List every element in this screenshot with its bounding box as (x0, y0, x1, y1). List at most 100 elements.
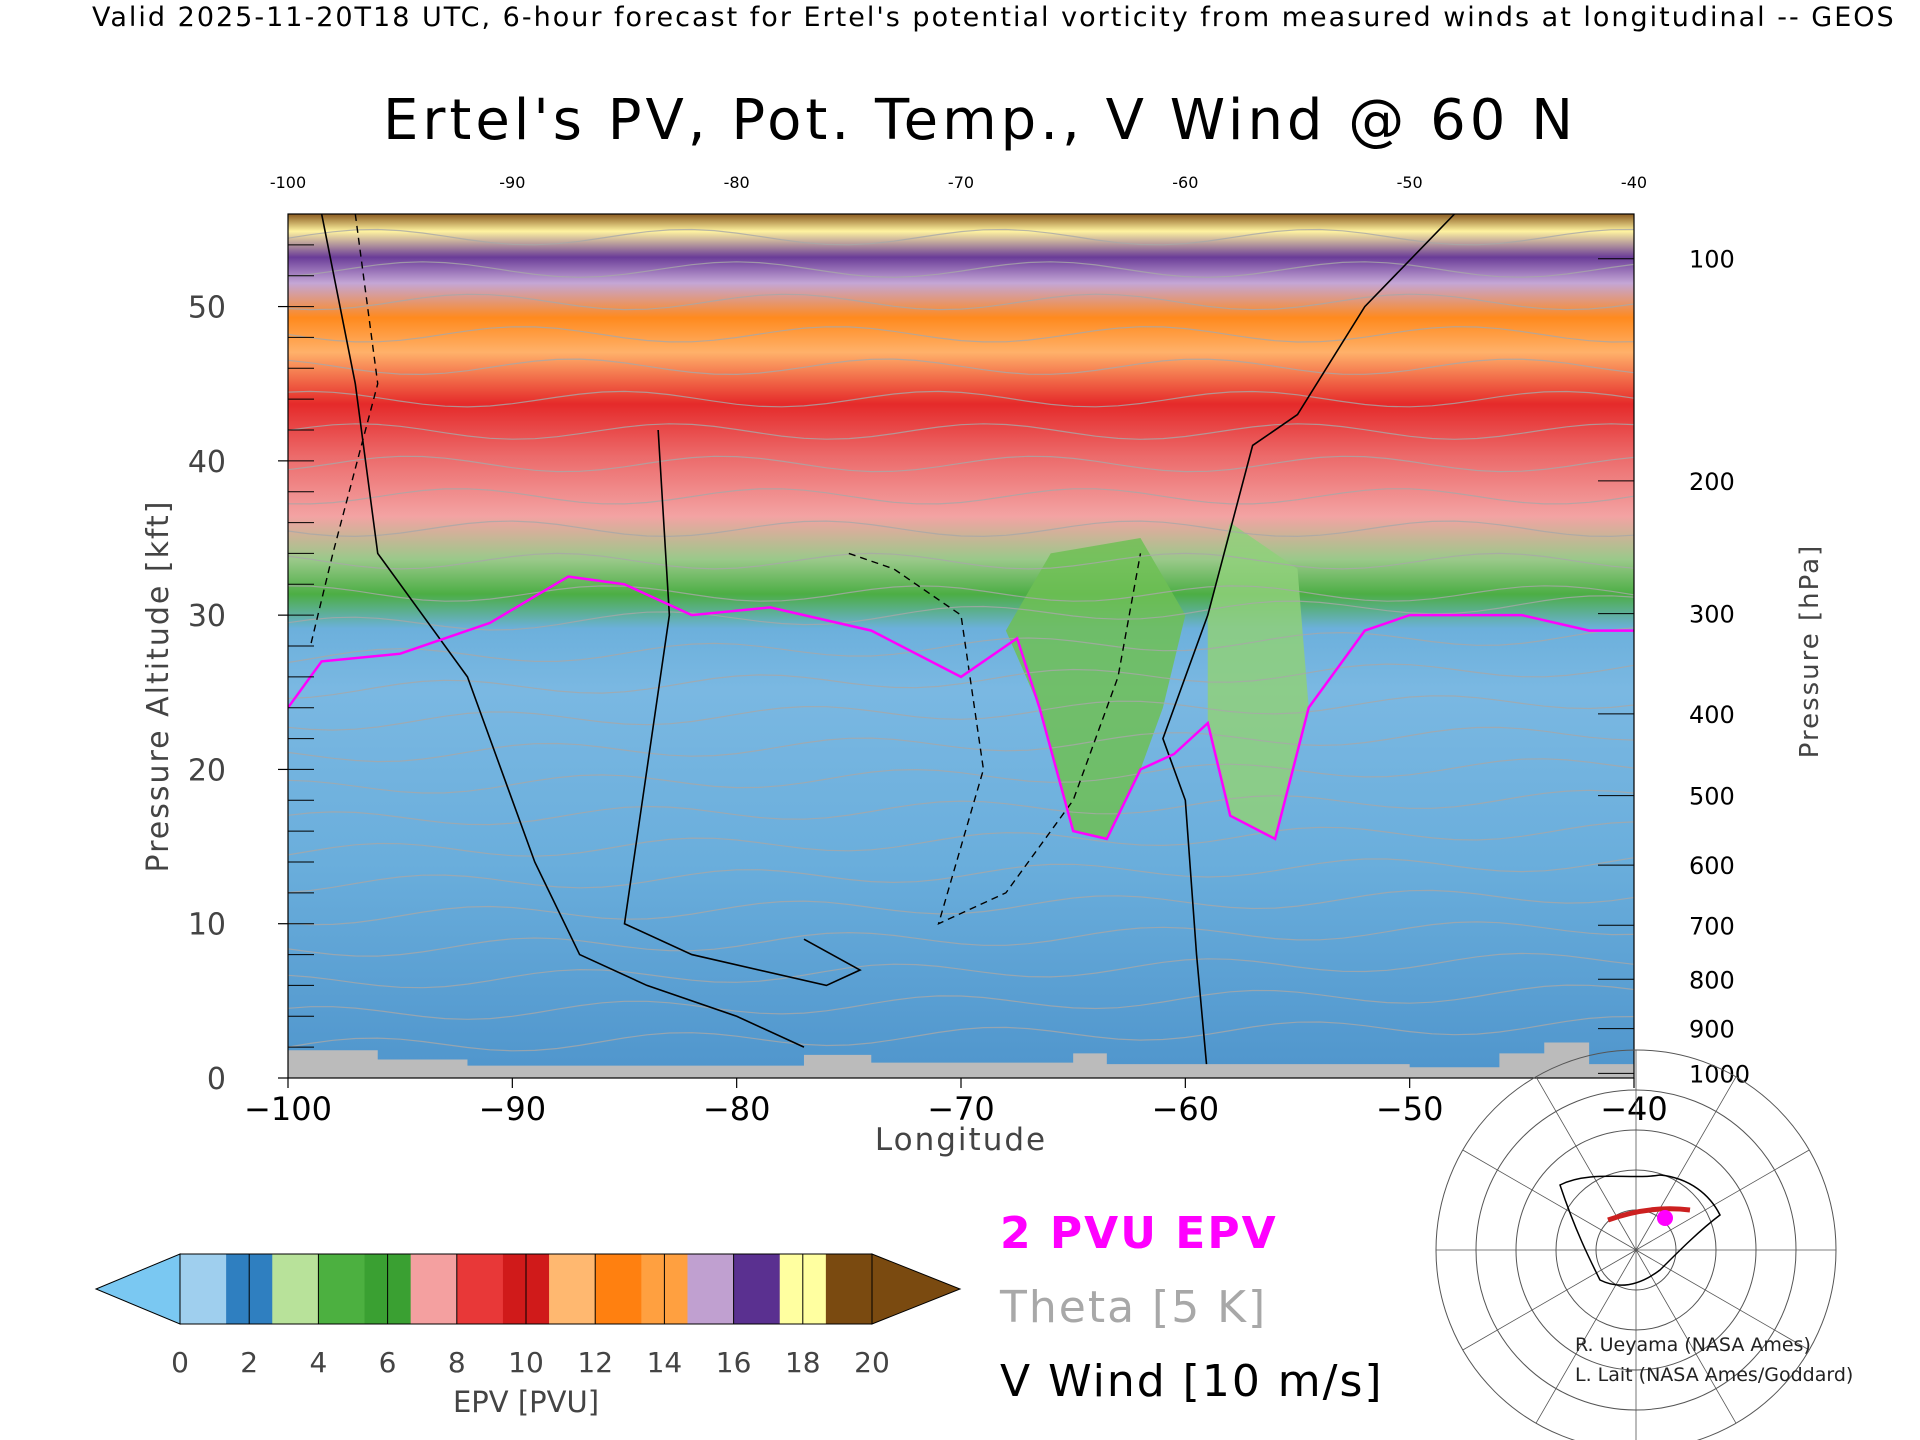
credit-line-1: R. Ueyama (NASA Ames) (1575, 1334, 1811, 1356)
legend-wind-line: V Wind [10 m/s] (1000, 1356, 1384, 1407)
y-tick-label: 20 (188, 753, 226, 788)
top-x-tick-label: -50 (1397, 173, 1423, 192)
map-meridian (1635, 1249, 1810, 1351)
theta-contour (288, 952, 1634, 989)
theta-contour (288, 293, 1634, 311)
colorbar-segment (456, 1254, 504, 1324)
theta-contour (288, 455, 1634, 473)
pressure-tick-label: 900 (1689, 1016, 1735, 1044)
pressure-tick-label: 600 (1689, 852, 1735, 880)
legend-pv-line: 2 PVU EPV (1000, 1208, 1278, 1259)
pressure-tick-label: 500 (1689, 783, 1735, 811)
x-tick-label: −50 (1376, 1090, 1444, 1128)
locator-map-background (1534, 1150, 1732, 1300)
theta-contour (288, 358, 1634, 376)
colorbar-segment (410, 1254, 458, 1324)
top-x-tick-label: -70 (948, 173, 974, 192)
theta-contour (288, 663, 1634, 700)
theta-contour (288, 726, 1634, 763)
x-tick-label: −80 (703, 1090, 771, 1128)
top-x-tick-label: -80 (724, 173, 750, 192)
x-tick-label: −70 (927, 1090, 995, 1128)
map-meridian (1462, 1249, 1637, 1351)
colorbar-segment (825, 1254, 873, 1324)
credit-line-2: L. Lait (NASA Ames/Goddard) (1575, 1364, 1854, 1386)
vwind-contour-0 (1162, 214, 1456, 1078)
x-tick-label: −100 (244, 1090, 332, 1128)
vwind-contour-0 (320, 214, 805, 1048)
theta-contour (288, 921, 1634, 957)
theta-contour (288, 821, 1634, 857)
map-meridian (1535, 1249, 1637, 1424)
colorbar-label: EPV [PVU] (453, 1385, 599, 1419)
terrain (288, 1042, 1634, 1078)
pressure-tick-label: 1000 (1689, 1060, 1750, 1088)
map-meridian (1462, 1149, 1637, 1251)
colorbar-tick-label: 10 (508, 1346, 544, 1379)
colorbar-segment (180, 1254, 227, 1324)
colorbar-tick-label: 20 (854, 1346, 890, 1379)
pressure-tick-label: 400 (1689, 701, 1735, 729)
pressure-tick-label: 200 (1689, 468, 1735, 496)
y-tick-label: 30 (188, 599, 226, 634)
top-x-tick-label: -100 (270, 173, 306, 192)
legend-theta-line: Theta [5 K] (1000, 1282, 1268, 1333)
theta-contour (288, 552, 1634, 570)
pressure-tick-label: 700 (1689, 912, 1735, 940)
top-x-tick-label: -40 (1621, 173, 1647, 192)
theta-contour (288, 488, 1634, 505)
x-tick-label: −90 (479, 1090, 547, 1128)
pressure-tick-label: 300 (1689, 601, 1735, 629)
theta-contour (288, 857, 1634, 894)
y2-axis-label: Pressure [hPa] (1795, 544, 1825, 759)
valid-time-line: Valid 2025-11-20T18 UTC, 6-hour forecast… (92, 2, 1896, 33)
colorbar-segment (595, 1254, 642, 1324)
colorbar-tick-label: 2 (240, 1346, 258, 1379)
theta-contour (288, 984, 1634, 1020)
pv-field (288, 214, 1634, 1078)
y-tick-label: 0 (207, 1062, 226, 1097)
map-meridian (1535, 1076, 1637, 1251)
y-tick-label: 10 (188, 908, 226, 943)
theta-contour (288, 585, 1634, 602)
theta-contour (288, 789, 1634, 826)
map-coastline (1559, 1174, 1721, 1286)
theta-contour (288, 758, 1634, 794)
theta-contour (288, 627, 1634, 664)
theta-contour (288, 228, 1634, 246)
y-tick-label: 40 (188, 445, 226, 480)
colorbar-tick-label: 6 (379, 1346, 397, 1379)
top-x-tick-label: -90 (499, 173, 525, 192)
chart-title: Ertel's PV, Pot. Temp., V Wind @ 60 N (382, 88, 1578, 153)
theta-contour (288, 390, 1634, 408)
colorbar-segment (687, 1254, 735, 1324)
colorbar-tick-label: 4 (309, 1346, 327, 1379)
colorbar-tick-label: 0 (171, 1346, 189, 1379)
x-tick-label: −40 (1600, 1090, 1668, 1128)
colorbar-tick-label: 16 (716, 1346, 752, 1379)
map-meridian (1635, 1149, 1810, 1251)
colorbar-tick-label: 14 (647, 1346, 683, 1379)
colorbar-tick-label: 18 (785, 1346, 821, 1379)
map-meridian (1635, 1249, 1737, 1424)
vwind-contour-0 (623, 429, 862, 987)
colorbar-segment (733, 1254, 781, 1324)
colorbar-segment (549, 1254, 596, 1324)
map-section-line (1607, 1206, 1691, 1223)
colorbar-segment (318, 1254, 366, 1324)
theta-contour (288, 326, 1634, 343)
colorbar-tick-label: 12 (577, 1346, 613, 1379)
pv-2pvu-line (288, 575, 1634, 841)
colorbar-over-arrow (871, 1253, 962, 1325)
theta-contour (288, 423, 1634, 440)
theta-contour (288, 261, 1634, 278)
vwind-contour-dashed (848, 552, 1142, 925)
map-location-dot (1657, 1210, 1673, 1226)
theta-contour (288, 695, 1634, 731)
vwind-contour-dashed (309, 214, 379, 647)
theta-contour (288, 520, 1634, 538)
x-tick-label: −60 (1152, 1090, 1220, 1128)
theta-contour (288, 595, 1634, 631)
x-axis-label: Longitude (875, 1122, 1047, 1158)
